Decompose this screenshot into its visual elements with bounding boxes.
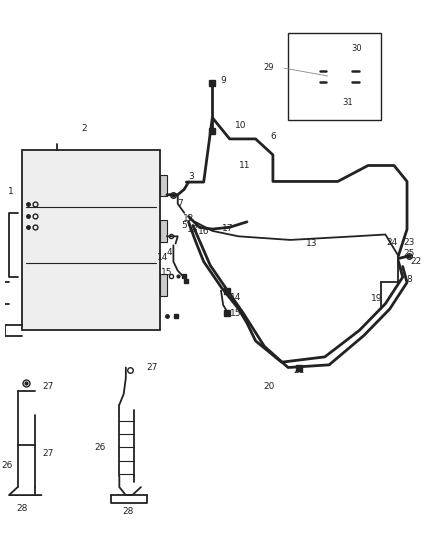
Bar bbox=[22, 150, 160, 330]
Text: 22: 22 bbox=[410, 257, 421, 265]
Text: 9: 9 bbox=[220, 76, 226, 85]
Text: 26: 26 bbox=[94, 443, 106, 453]
Text: 21: 21 bbox=[293, 366, 304, 375]
Text: 29: 29 bbox=[263, 63, 274, 72]
Text: 28: 28 bbox=[16, 504, 28, 513]
Bar bbox=[288, 33, 381, 120]
Text: 10: 10 bbox=[235, 121, 246, 130]
Text: 12: 12 bbox=[183, 214, 194, 223]
Text: 16: 16 bbox=[198, 227, 209, 236]
Text: 24: 24 bbox=[386, 238, 398, 247]
Text: 14: 14 bbox=[230, 293, 242, 302]
Text: 27: 27 bbox=[42, 382, 53, 391]
Text: 4: 4 bbox=[166, 248, 172, 257]
Text: 17: 17 bbox=[222, 224, 233, 233]
Bar bbox=[160, 274, 167, 296]
Text: 1: 1 bbox=[8, 187, 14, 196]
Text: 30: 30 bbox=[351, 44, 362, 53]
Text: 3: 3 bbox=[188, 172, 194, 181]
Text: 18: 18 bbox=[187, 225, 198, 235]
Text: 5: 5 bbox=[181, 221, 187, 230]
Text: 19: 19 bbox=[371, 294, 382, 303]
Text: 8: 8 bbox=[406, 275, 412, 284]
Text: 27: 27 bbox=[42, 449, 53, 458]
Text: 2: 2 bbox=[81, 124, 87, 133]
Text: 15: 15 bbox=[161, 268, 173, 277]
Text: 11: 11 bbox=[239, 161, 251, 170]
Bar bbox=[160, 175, 167, 196]
Text: 26: 26 bbox=[1, 462, 13, 470]
Text: 7: 7 bbox=[177, 199, 183, 208]
Bar bbox=[160, 220, 167, 241]
Text: 14: 14 bbox=[157, 254, 168, 262]
Text: 23: 23 bbox=[403, 238, 415, 247]
Text: 31: 31 bbox=[343, 98, 353, 107]
Text: 6: 6 bbox=[270, 132, 276, 141]
Text: 13: 13 bbox=[306, 239, 318, 248]
Text: 28: 28 bbox=[122, 506, 134, 515]
Text: 20: 20 bbox=[263, 382, 274, 391]
Text: 27: 27 bbox=[146, 363, 158, 372]
Text: 25: 25 bbox=[403, 249, 415, 258]
Text: 15: 15 bbox=[230, 309, 242, 318]
